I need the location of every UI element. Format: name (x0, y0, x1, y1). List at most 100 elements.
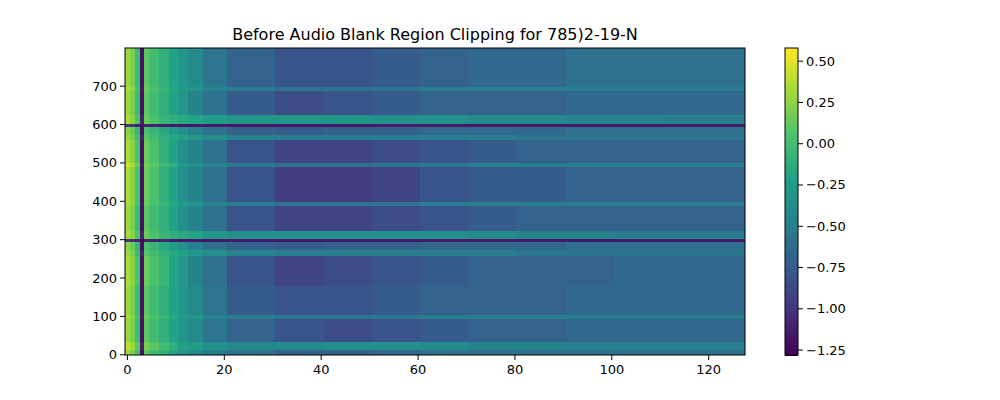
heatmap-cell (372, 123, 421, 127)
heatmap-cell (169, 90, 179, 115)
heatmap-cell (566, 115, 615, 124)
heatmap-cell (169, 134, 179, 140)
heatmap-cell (203, 167, 228, 202)
heatmap-cell (469, 134, 518, 140)
heatmap-cell (135, 205, 140, 230)
heatmap-cell (663, 140, 745, 164)
x-tick (127, 355, 128, 360)
heatmap-cell (227, 115, 276, 124)
heatmap-cell (663, 123, 745, 127)
heatmap-cell (169, 341, 179, 349)
heatmap-cell (372, 140, 421, 164)
heatmap-cell (135, 341, 140, 349)
heatmap-cell (372, 349, 421, 355)
heatmap-cell (140, 201, 145, 205)
heatmap-cell (140, 48, 145, 87)
heatmap-cell (130, 230, 135, 239)
heatmap-cell (469, 86, 518, 90)
heatmap-cell (188, 201, 203, 205)
heatmap-cell (188, 140, 203, 164)
heatmap-cell (324, 115, 373, 124)
heatmap-cell (614, 134, 663, 140)
heatmap-cell (324, 123, 373, 127)
heatmap-cell (469, 140, 518, 164)
heatmap-cell (420, 134, 469, 140)
heatmap-cell (203, 123, 228, 127)
heatmap-cell (420, 86, 469, 90)
heatmap-cell (614, 86, 663, 90)
heatmap-cell (159, 115, 169, 124)
heatmap-cell (203, 286, 228, 315)
heatmap-cell (125, 90, 130, 115)
heatmap-cell (135, 86, 140, 90)
heatmap-cell (420, 126, 469, 135)
heatmap-cell (130, 241, 135, 250)
heatmap-cell (188, 349, 203, 355)
y-tick (120, 201, 125, 202)
heatmap-cell (188, 230, 203, 239)
heatmap-cell (227, 349, 276, 355)
heatmap-cell (469, 201, 518, 205)
heatmap-cell (517, 115, 566, 124)
heatmap-cell (130, 163, 135, 167)
heatmap-cell (125, 255, 130, 286)
heatmap-cell (566, 140, 615, 164)
x-tick-label: 40 (313, 362, 330, 377)
heatmap-cell (144, 134, 149, 140)
heatmap-cell (227, 315, 276, 319)
heatmap-cell (469, 90, 518, 115)
heatmap-cell (159, 230, 169, 239)
heatmap-cell (372, 201, 421, 205)
heatmap-cell (178, 255, 188, 286)
heatmap-cell (125, 230, 130, 239)
heatmap-cell (275, 140, 324, 164)
x-tick (514, 355, 515, 360)
heatmap-cell (178, 318, 188, 342)
heatmap-cell (130, 249, 135, 255)
heatmap-cell (275, 115, 324, 124)
heatmap-cell (130, 167, 135, 202)
heatmap-cell (144, 341, 149, 349)
heatmap-cell (663, 134, 745, 140)
heatmap-cell (130, 126, 135, 135)
y-tick-label: 200 (92, 271, 117, 286)
heatmap-cell (159, 315, 169, 319)
heatmap-cell (420, 205, 469, 230)
heatmap-cell (203, 349, 228, 355)
heatmap-cell (140, 167, 145, 202)
heatmap-cell (144, 315, 149, 319)
heatmap-cell (227, 123, 276, 127)
heatmap-cell (469, 318, 518, 342)
heatmap-cell (169, 115, 179, 124)
heatmap-cell (372, 230, 421, 239)
colorbar-tick (798, 308, 803, 309)
heatmap-cell (149, 241, 159, 250)
heatmap-cell (135, 315, 140, 319)
heatmap-cell (130, 318, 135, 342)
colorbar-frame (785, 48, 798, 355)
heatmap-cell (125, 238, 130, 242)
heatmap-cell (169, 205, 179, 230)
cells (125, 48, 745, 355)
heatmap-cell (517, 249, 566, 255)
heatmap-cell (227, 140, 276, 164)
heatmap-cell (159, 126, 169, 135)
colorbar-tick-label: 0.50 (806, 54, 835, 69)
heatmap-cell (614, 349, 663, 355)
heatmap-cell (135, 123, 140, 127)
heatmap-cell (159, 90, 169, 115)
heatmap-cell (517, 286, 566, 315)
heatmap-cell (227, 286, 276, 315)
y-tick-label: 0 (109, 347, 117, 362)
heatmap-cell (203, 255, 228, 286)
heatmap-cell (227, 241, 276, 250)
heatmap-cell (203, 163, 228, 167)
heatmap-cell (135, 115, 140, 124)
heatmap-cell (275, 163, 324, 167)
colorbar-tick-label: −1.00 (806, 301, 846, 316)
heatmap-cell (614, 255, 663, 286)
heatmap-cell (227, 201, 276, 205)
heatmap-cell (275, 167, 324, 202)
heatmap-cell (169, 230, 179, 239)
heatmap-cell (517, 90, 566, 115)
